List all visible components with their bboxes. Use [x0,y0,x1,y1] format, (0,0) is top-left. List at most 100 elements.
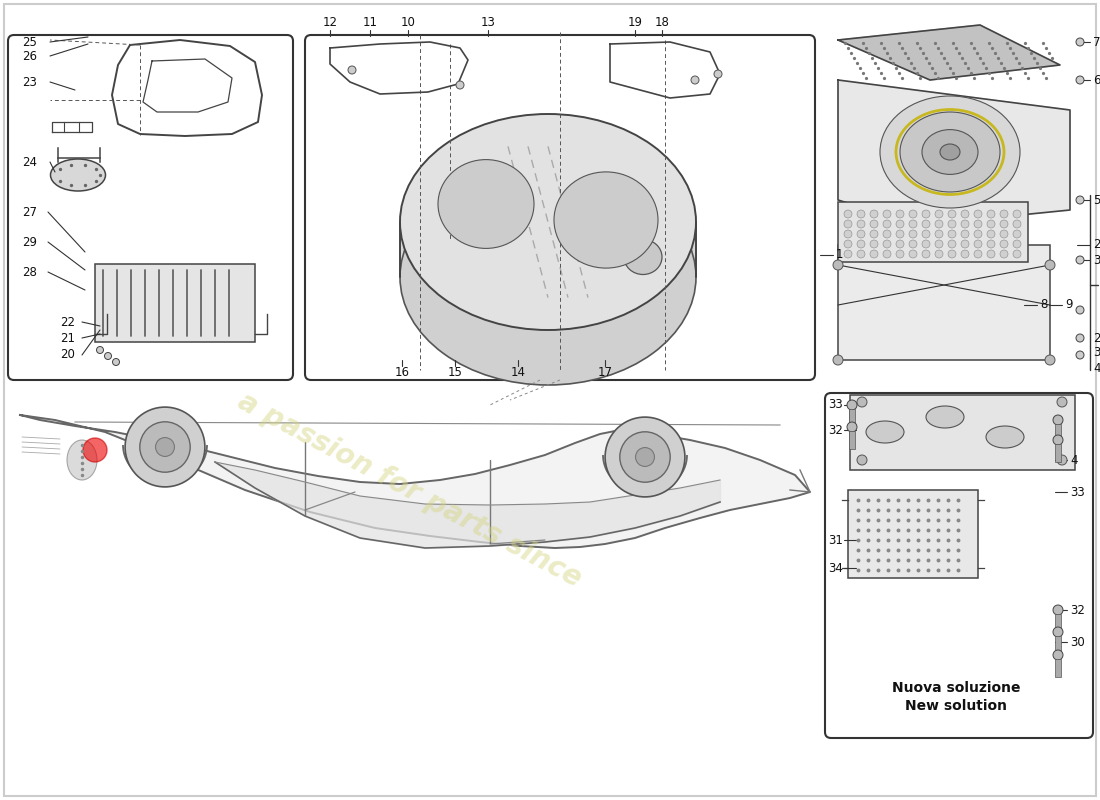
Circle shape [935,250,943,258]
Text: 17: 17 [597,366,613,378]
Circle shape [935,230,943,238]
Ellipse shape [472,191,500,217]
Circle shape [935,210,943,218]
Text: 14: 14 [510,366,526,378]
Circle shape [1076,38,1084,46]
Circle shape [883,250,891,258]
Ellipse shape [940,144,960,160]
Circle shape [870,230,878,238]
Text: 2: 2 [1093,331,1100,345]
Circle shape [456,81,464,89]
Circle shape [974,210,982,218]
Text: 20: 20 [60,349,75,362]
Circle shape [974,230,982,238]
Circle shape [844,250,852,258]
Circle shape [909,240,917,248]
Circle shape [922,240,930,248]
Circle shape [987,220,996,228]
Circle shape [1013,210,1021,218]
Circle shape [1057,397,1067,407]
Circle shape [896,250,904,258]
Text: 27: 27 [22,206,37,218]
Ellipse shape [554,172,658,268]
Text: a passion for parts since: a passion for parts since [233,387,586,593]
Ellipse shape [140,422,190,472]
Ellipse shape [438,160,534,248]
Circle shape [82,438,107,462]
Circle shape [935,220,943,228]
Text: 2: 2 [1093,238,1100,251]
Circle shape [857,220,865,228]
Circle shape [961,210,969,218]
Ellipse shape [624,239,662,274]
Ellipse shape [51,159,106,191]
Circle shape [844,230,852,238]
Text: 3: 3 [1093,346,1100,359]
Circle shape [1076,306,1084,314]
Ellipse shape [571,188,641,252]
Circle shape [1000,250,1008,258]
Text: 33: 33 [828,398,843,411]
Circle shape [857,240,865,248]
Ellipse shape [986,426,1024,448]
Circle shape [844,210,852,218]
Text: 15: 15 [448,366,462,378]
Ellipse shape [600,214,613,226]
Bar [1055,444,1061,462]
Circle shape [1013,230,1021,238]
Ellipse shape [605,417,685,497]
Text: 25: 25 [22,35,37,49]
Circle shape [1076,196,1084,204]
Circle shape [857,210,865,218]
Text: 7: 7 [1093,35,1100,49]
Circle shape [974,220,982,228]
Ellipse shape [866,421,904,443]
Circle shape [896,220,904,228]
Circle shape [961,250,969,258]
Circle shape [896,210,904,218]
Circle shape [909,220,917,228]
Circle shape [348,66,356,74]
Circle shape [1045,355,1055,365]
Circle shape [987,230,996,238]
Circle shape [896,240,904,248]
Text: 11: 11 [363,15,377,29]
Bar [1055,614,1061,632]
Text: 10: 10 [400,15,416,29]
Circle shape [1053,415,1063,425]
Bar [838,202,1028,262]
Ellipse shape [590,206,621,235]
Circle shape [1000,220,1008,228]
Text: 23: 23 [22,75,37,89]
Text: 32: 32 [828,423,843,437]
Circle shape [1000,210,1008,218]
Circle shape [870,240,878,248]
Circle shape [847,400,857,410]
Text: 5: 5 [1093,194,1100,206]
Circle shape [974,250,982,258]
Circle shape [1057,455,1067,465]
Text: 9: 9 [1065,298,1072,311]
Circle shape [1076,334,1084,342]
Ellipse shape [880,96,1020,208]
Text: 29: 29 [22,235,37,249]
Circle shape [974,240,982,248]
Text: 19: 19 [627,15,642,29]
Circle shape [922,230,930,238]
Circle shape [1076,256,1084,264]
Circle shape [714,70,722,78]
Ellipse shape [900,112,1000,192]
Circle shape [883,210,891,218]
Polygon shape [838,80,1070,225]
Text: Nuova soluzione: Nuova soluzione [892,681,1021,695]
Circle shape [104,353,111,359]
Circle shape [948,230,956,238]
Text: 34: 34 [828,562,843,574]
Text: 21: 21 [60,331,75,345]
Ellipse shape [454,174,518,234]
Circle shape [883,240,891,248]
Circle shape [870,220,878,228]
Circle shape [857,230,865,238]
Circle shape [961,220,969,228]
Text: 4: 4 [1070,454,1078,466]
